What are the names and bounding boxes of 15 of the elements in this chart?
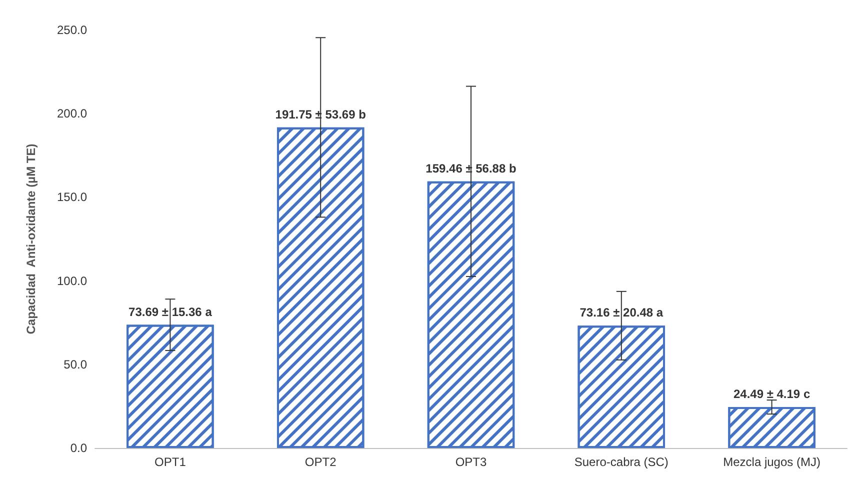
data-label: 73.16 ± 20.48 a — [580, 306, 664, 320]
y-tick-label: 200.0 — [56, 106, 88, 121]
y-tick-label: 0.0 — [70, 441, 88, 455]
x-tick-label: OPT2 — [304, 455, 337, 469]
y-tick-label: 150.0 — [56, 190, 88, 204]
y-tick-label: 250.0 — [56, 23, 88, 37]
x-tick-label: OPT1 — [154, 455, 186, 469]
data-label: 73.69 ± 15.36 a — [128, 304, 212, 319]
x-tick-label: Mezcla jugos (MJ) — [723, 455, 820, 469]
y-tick-label: 100.0 — [56, 274, 88, 288]
data-label: 24.49 ± 4.19 c — [733, 387, 810, 402]
y-tick-label: 50.0 — [64, 357, 88, 372]
x-tick-label: OPT3 — [455, 455, 487, 469]
y-axis-title: Capacidad Anti-oxidante (µM TE) — [24, 144, 38, 334]
x-tick-label: Suero-cabra (SC) — [574, 455, 668, 469]
